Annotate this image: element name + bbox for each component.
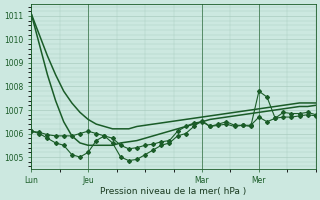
X-axis label: Pression niveau de la mer( hPa ): Pression niveau de la mer( hPa ) xyxy=(100,187,247,196)
